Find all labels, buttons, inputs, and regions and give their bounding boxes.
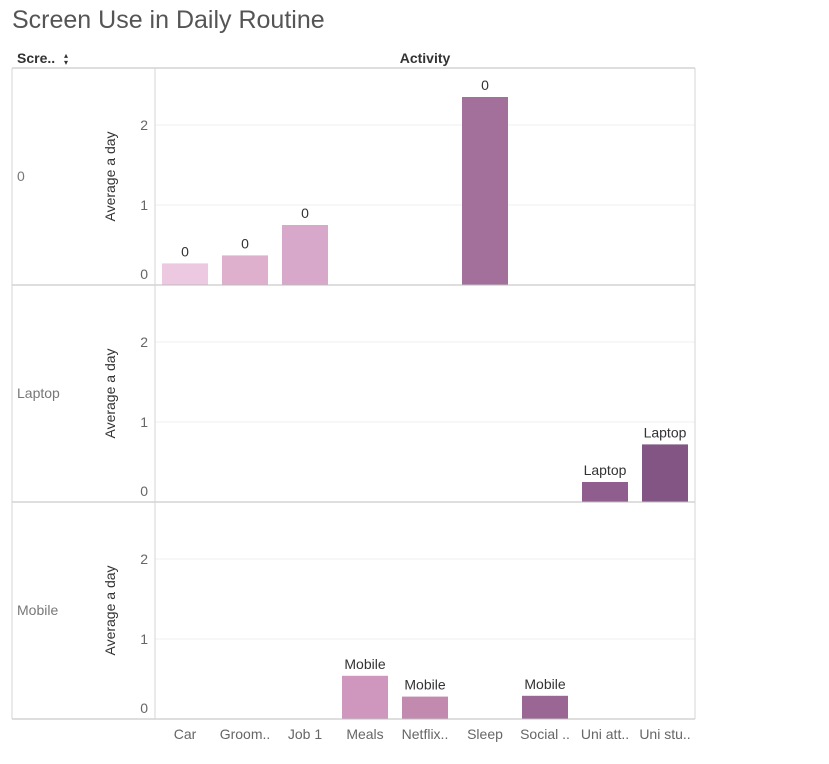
bar-data-label: 0: [481, 77, 489, 93]
row-label: Laptop: [17, 385, 60, 401]
bar-data-label: 0: [181, 243, 189, 259]
bar: [642, 444, 688, 502]
bar-data-label: 0: [301, 205, 309, 221]
bar: [282, 225, 328, 285]
y-axis-label: Average a day: [102, 131, 118, 221]
y-tick-label: 0: [140, 483, 148, 499]
y-axis-label: Average a day: [102, 565, 118, 655]
bar: [522, 695, 568, 719]
bar: [582, 482, 628, 502]
row-label: 0: [17, 168, 25, 184]
x-tick-label: Meals: [346, 726, 383, 742]
bar-data-label: Laptop: [584, 462, 627, 478]
bar-data-label: Mobile: [524, 676, 565, 692]
row-label: Mobile: [17, 602, 58, 618]
x-tick-label: Netflix..: [402, 726, 449, 742]
y-axis-label: Average a day: [102, 348, 118, 438]
y-tick-label: 2: [140, 117, 148, 133]
bar-data-label: Mobile: [344, 656, 385, 672]
y-tick-label: 2: [140, 334, 148, 350]
column-header: Activity: [400, 50, 451, 66]
y-tick-label: 1: [140, 414, 148, 430]
y-tick-label: 0: [140, 266, 148, 282]
bar-data-label: 0: [241, 235, 249, 251]
y-tick-label: 2: [140, 551, 148, 567]
bar: [402, 696, 448, 719]
x-tick-label: Uni stu..: [639, 726, 690, 742]
bar-data-label: Mobile: [404, 677, 445, 693]
bar: [342, 675, 388, 719]
x-tick-label: Car: [174, 726, 197, 742]
bar: [162, 263, 208, 285]
row-header: Scre..: [17, 50, 55, 66]
x-tick-label: Groom..: [220, 726, 271, 742]
sort-icon: ▴: [64, 51, 68, 60]
y-tick-label: 1: [140, 197, 148, 213]
x-tick-label: Uni att..: [581, 726, 629, 742]
bar-data-label: Laptop: [644, 424, 687, 440]
y-tick-label: 0: [140, 700, 148, 716]
bar: [462, 97, 508, 285]
x-tick-label: Social ..: [520, 726, 570, 742]
bar: [222, 255, 268, 285]
x-tick-label: Sleep: [467, 726, 503, 742]
y-tick-label: 1: [140, 631, 148, 647]
x-tick-label: Job 1: [288, 726, 322, 742]
sort-icon-lower: ▾: [64, 58, 68, 67]
chart-title: Screen Use in Daily Routine: [12, 6, 325, 34]
